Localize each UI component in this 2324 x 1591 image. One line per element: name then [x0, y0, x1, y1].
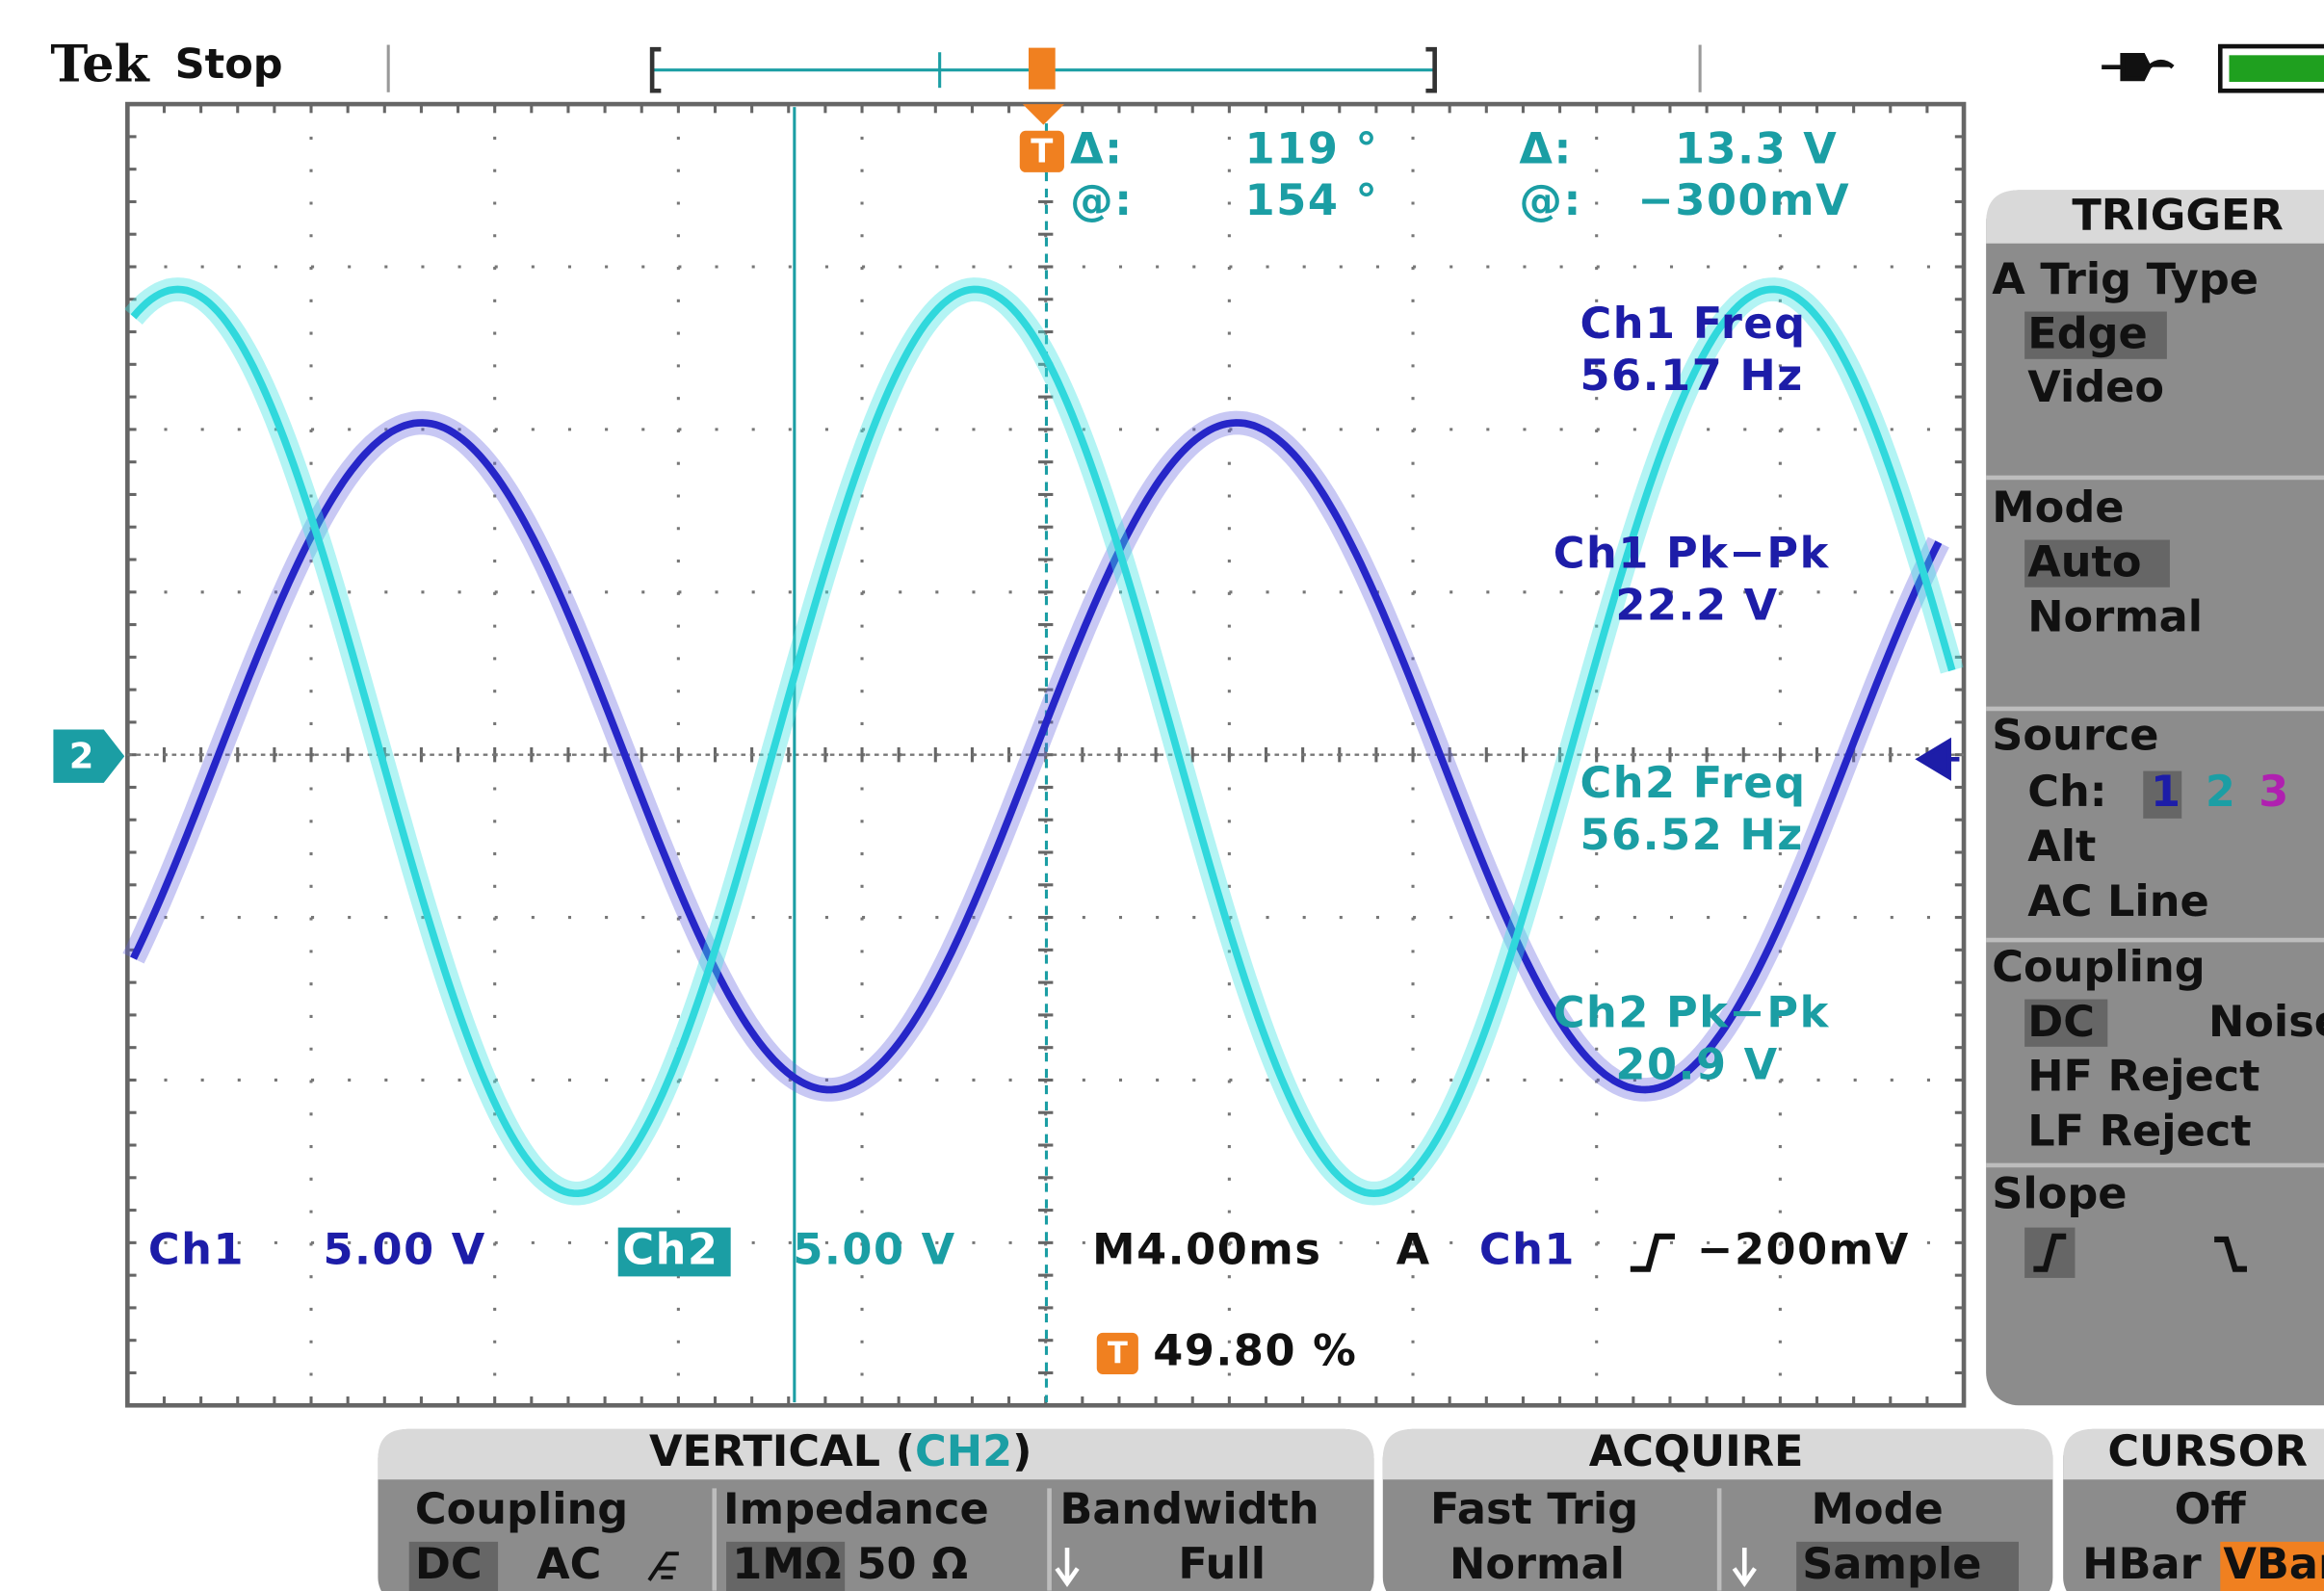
menu-title: TRIGGER — [2072, 191, 2283, 241]
cursor-at-label: @: — [1070, 175, 1134, 225]
trigger-position: 49.80 % — [1153, 1325, 1357, 1375]
cursor-delta-label: Δ: — [1519, 123, 1572, 173]
menu-section-label: A Trig Type — [1992, 254, 2259, 304]
menu-value[interactable]: Normal — [1449, 1539, 1625, 1589]
menu-option[interactable]: LF Reject — [2027, 1107, 2251, 1157]
measurement-value: 22.2 V — [1615, 580, 1778, 630]
trigger-menu: TRIGGER A Trig Type Edge Video Mode Auto… — [1986, 190, 2324, 1405]
menu-value[interactable]: Sample — [1802, 1539, 1981, 1589]
cursor-at-voltage: −300mV — [1637, 175, 1850, 225]
menu-option[interactable]: DC — [415, 1539, 483, 1589]
menu-option[interactable]: HBar — [2082, 1539, 2201, 1589]
menu-section-label: Source — [1992, 711, 2158, 761]
trigger-marker-label: T — [1031, 132, 1053, 170]
cursor-delta-phase: 119 ° — [1245, 123, 1379, 173]
ch1-scale: 5.00 V — [323, 1225, 485, 1275]
menu-option[interactable]: Auto — [2027, 537, 2141, 587]
acquire-menu: ACQUIRE Fast Trig Normal Mode Sample — [1383, 1426, 2053, 1591]
menu-option[interactable]: Alt — [2027, 822, 2096, 872]
menu-label: Coupling — [415, 1484, 628, 1534]
trigger-level: −200mV — [1697, 1225, 1910, 1275]
brand: Tek — [50, 36, 150, 94]
trigger-source: Ch1 — [1479, 1225, 1576, 1275]
ch2-scale: 5.00 V — [793, 1225, 955, 1275]
menu-section-label: Mode — [1992, 483, 2124, 533]
cursor-delta-voltage: 13.3 V — [1675, 123, 1838, 173]
measurement-label: Ch1 Freq — [1580, 299, 1806, 349]
measurement-value: 56.52 Hz — [1580, 810, 1803, 860]
menu-value[interactable]: Full — [1178, 1539, 1266, 1589]
measurement-label: Ch2 Pk−Pk — [1554, 988, 1830, 1038]
menu-option[interactable]: Video — [2027, 362, 2164, 412]
menu-title: VERTICAL (CH2) — [649, 1426, 1032, 1476]
measurement-label: Ch2 Freq — [1580, 758, 1806, 808]
menu-option[interactable]: AC — [536, 1539, 601, 1589]
menu-option[interactable]: HF Reject — [2027, 1052, 2259, 1102]
run-status: Stop — [175, 40, 283, 89]
menu-option[interactable]: DC — [2027, 997, 2095, 1047]
oscilloscope-screen: Tek Stop T 2 Δ: 119 ° @: 154 ° Δ: 13.3 V… — [0, 0, 2324, 1591]
menu-option[interactable]: Noise — [2208, 997, 2324, 1047]
menu-option[interactable]: VBars — [2223, 1539, 2324, 1589]
menu-option-label: Ch: — [2027, 767, 2106, 817]
channel-marker-label: 2 — [69, 735, 94, 776]
menu-label: Bandwidth — [1059, 1484, 1319, 1534]
menu-title: CURSOR — [2107, 1426, 2308, 1476]
trigger-label: A — [1397, 1225, 1431, 1275]
menu-label: Fast Trig — [1430, 1484, 1638, 1534]
menu-option[interactable]: Edge — [2027, 309, 2148, 359]
measurement-label: Ch1 Pk−Pk — [1554, 528, 1830, 578]
menu-option[interactable]: 50 Ω — [856, 1539, 968, 1589]
measurement-value: 56.17 Hz — [1580, 351, 1803, 401]
timebase: M4.00ms — [1092, 1225, 1321, 1275]
menu-option[interactable]: 1MΩ — [732, 1539, 841, 1589]
menu-section-label: Coupling — [1992, 942, 2205, 992]
source-channel[interactable]: 2 — [2206, 767, 2235, 817]
menu-label: Impedance — [723, 1484, 989, 1534]
cursor-delta-label: Δ: — [1070, 123, 1123, 173]
source-channel[interactable]: 3 — [2259, 767, 2288, 817]
menu-label: Mode — [1812, 1484, 1944, 1534]
page: { "header": {"brand": "Tek", "status": "… — [0, 0, 2324, 1591]
source-channel[interactable]: 1 — [2151, 767, 2180, 817]
menu-value[interactable]: Off — [2175, 1484, 2247, 1534]
measurement-value: 20.9 V — [1615, 1039, 1778, 1089]
vertical-menu: VERTICAL (CH2) Coupling DC AC Impedance … — [378, 1426, 1373, 1591]
cursor-at-phase: 154 ° — [1245, 175, 1379, 225]
cursor-menu: CURSOR Off HBar VBars — [2063, 1426, 2324, 1591]
menu-option[interactable]: Normal — [2027, 592, 2203, 642]
cursor-at-label: @: — [1519, 175, 1582, 225]
trigger-icon-label: T — [1108, 1336, 1128, 1370]
menu-section-label: Slope — [1992, 1168, 2127, 1218]
ch2-label: Ch2 — [622, 1225, 718, 1275]
ch1-label: Ch1 — [148, 1225, 245, 1275]
menu-title: ACQUIRE — [1589, 1426, 1804, 1476]
menu-option[interactable]: AC Line — [2027, 876, 2209, 926]
